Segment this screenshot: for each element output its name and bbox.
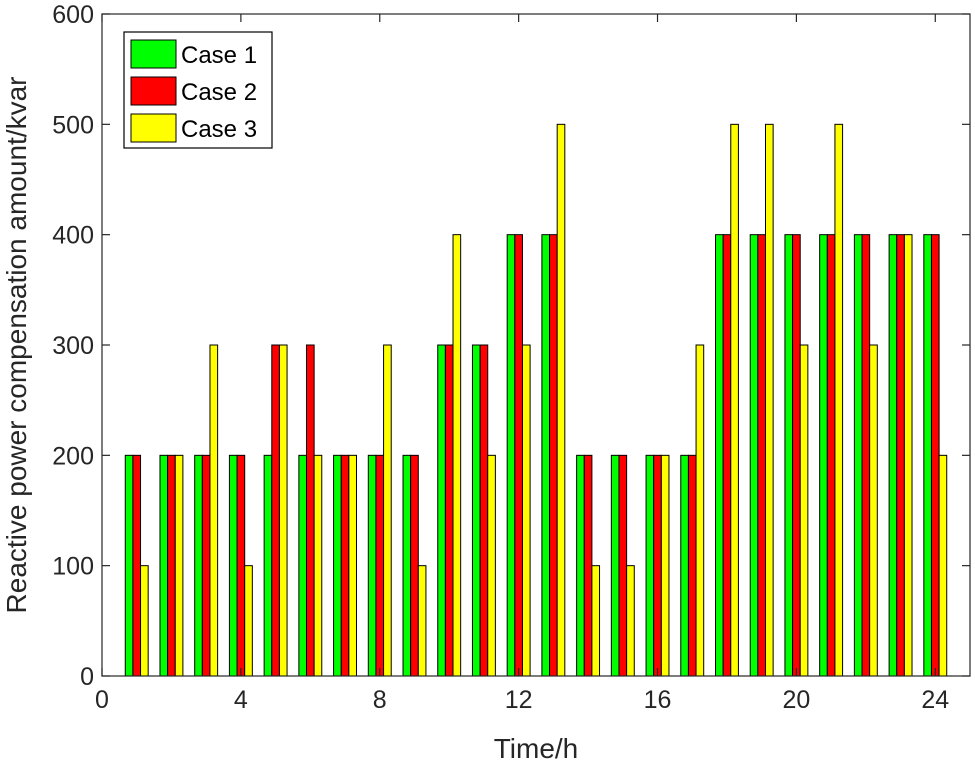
x-tick-label: 8 bbox=[373, 686, 387, 714]
bar-case-3-t14 bbox=[591, 565, 601, 677]
bar-case-1-t12 bbox=[506, 234, 516, 677]
bar-case-1-t10 bbox=[437, 344, 446, 677]
bar-case-2-t14 bbox=[583, 454, 593, 677]
bar-case-2-t3 bbox=[201, 454, 211, 677]
bar-case-3-t23 bbox=[903, 234, 913, 677]
bar-case-2-t11 bbox=[479, 344, 489, 677]
bar-case-3-t15 bbox=[626, 565, 635, 677]
x-tick-label: 20 bbox=[782, 686, 810, 714]
legend-swatch-case-1 bbox=[130, 39, 177, 69]
bar-case-2-t17 bbox=[687, 454, 697, 677]
bar-case-1-t5 bbox=[263, 454, 273, 677]
bar-case-3-t22 bbox=[869, 344, 878, 677]
bar-case-3-t17 bbox=[695, 344, 705, 677]
legend-label-case-1: Case 1 bbox=[181, 42, 257, 69]
bar-case-1-t4 bbox=[228, 454, 238, 677]
legend-swatch-case-3 bbox=[130, 113, 177, 143]
bar-case-1-t7 bbox=[333, 454, 342, 677]
x-tick-label: 24 bbox=[921, 686, 949, 714]
legend-swatch-case-2 bbox=[130, 76, 177, 106]
bar-case-2-t6 bbox=[306, 344, 315, 677]
bar-case-2-t18 bbox=[722, 234, 732, 677]
bar-case-3-t6 bbox=[313, 454, 323, 677]
bar-case-2-t2 bbox=[167, 454, 176, 677]
x-tick-label: 16 bbox=[644, 686, 672, 714]
bar-case-2-t24 bbox=[930, 234, 940, 677]
bar-case-3-t10 bbox=[452, 234, 462, 677]
bar-case-2-t20 bbox=[792, 234, 801, 677]
bar-case-3-t4 bbox=[244, 565, 253, 677]
bar-case-3-t11 bbox=[487, 454, 496, 677]
bar-case-1-t21 bbox=[819, 234, 828, 677]
y-tick-label: 600 bbox=[52, 1, 94, 29]
bar-case-3-t21 bbox=[834, 123, 844, 677]
bar-case-1-t8 bbox=[367, 454, 377, 677]
bar-case-3-t24 bbox=[938, 454, 948, 677]
bar-case-2-t5 bbox=[271, 344, 280, 677]
bar-case-3-t19 bbox=[764, 123, 774, 677]
bar-case-1-t18 bbox=[715, 234, 724, 677]
y-axis-title: Reactive power compensation amount/kvar bbox=[1, 77, 32, 614]
bar-case-2-t23 bbox=[896, 234, 905, 677]
bar-case-2-t19 bbox=[757, 234, 766, 677]
bar-case-3-t7 bbox=[348, 454, 357, 677]
x-tick-label: 4 bbox=[234, 686, 248, 714]
bar-case-1-t17 bbox=[680, 454, 689, 677]
bar-case-1-t20 bbox=[784, 234, 794, 677]
x-tick-label: 0 bbox=[95, 686, 109, 714]
bar-case-1-t6 bbox=[298, 454, 308, 677]
bar-case-1-t2 bbox=[159, 454, 169, 677]
bar-case-2-t22 bbox=[861, 234, 871, 677]
bar-case-2-t1 bbox=[132, 454, 142, 677]
bar-case-1-t22 bbox=[853, 234, 863, 677]
legend-label-case-2: Case 2 bbox=[181, 79, 257, 106]
bar-case-1-t3 bbox=[194, 454, 203, 677]
bar-case-1-t15 bbox=[610, 454, 620, 677]
legend: Case 1 Case 2 Case 3 bbox=[123, 31, 273, 149]
y-tick-label: 100 bbox=[52, 553, 94, 581]
bar-case-3-t5 bbox=[278, 344, 288, 677]
bar-case-2-t9 bbox=[410, 454, 419, 677]
y-tick-label: 0 bbox=[80, 663, 94, 691]
bar-case-2-t16 bbox=[653, 454, 662, 677]
x-tick-label: 12 bbox=[505, 686, 533, 714]
bar-case-3-t16 bbox=[660, 454, 670, 677]
bar-case-1-t11 bbox=[471, 344, 481, 677]
bar-case-3-t8 bbox=[383, 344, 392, 677]
bar-case-2-t15 bbox=[618, 454, 628, 677]
bar-case-3-t20 bbox=[799, 344, 809, 677]
bar-case-3-t13 bbox=[556, 123, 566, 677]
bar-case-2-t10 bbox=[444, 344, 454, 677]
bar-case-2-t13 bbox=[549, 234, 558, 677]
bar-case-2-t12 bbox=[514, 234, 523, 677]
bar-case-3-t9 bbox=[417, 565, 427, 677]
bar-case-3-t12 bbox=[521, 344, 531, 677]
x-axis-title: Time/h bbox=[494, 733, 579, 764]
bar-case-1-t1 bbox=[124, 454, 134, 677]
bar-case-1-t19 bbox=[749, 234, 759, 677]
bar-case-2-t4 bbox=[236, 454, 246, 677]
bar-case-1-t24 bbox=[923, 234, 932, 677]
bar-case-1-t16 bbox=[645, 454, 655, 677]
legend-label-case-3: Case 3 bbox=[181, 116, 257, 143]
bar-case-2-t8 bbox=[375, 454, 385, 677]
bar-case-1-t9 bbox=[402, 454, 412, 677]
bar-case-1-t23 bbox=[888, 234, 898, 677]
bar-case-1-t14 bbox=[576, 454, 585, 677]
bar-case-1-t13 bbox=[541, 234, 551, 677]
bar-case-3-t18 bbox=[730, 123, 739, 677]
bar-case-3-t2 bbox=[174, 454, 184, 677]
ticks-group: 0 4 8 12 16 20 24 0 100 200 300 400 500 600 bbox=[52, 1, 970, 714]
bar-case-2-t7 bbox=[340, 454, 350, 677]
bar-case-2-t21 bbox=[826, 234, 836, 677]
y-tick-label: 400 bbox=[52, 222, 94, 250]
y-tick-label: 500 bbox=[52, 111, 94, 139]
y-tick-label: 200 bbox=[52, 442, 94, 470]
bar-case-3-t1 bbox=[140, 565, 149, 677]
bar-case-3-t3 bbox=[209, 344, 219, 677]
y-tick-label: 300 bbox=[52, 332, 94, 360]
